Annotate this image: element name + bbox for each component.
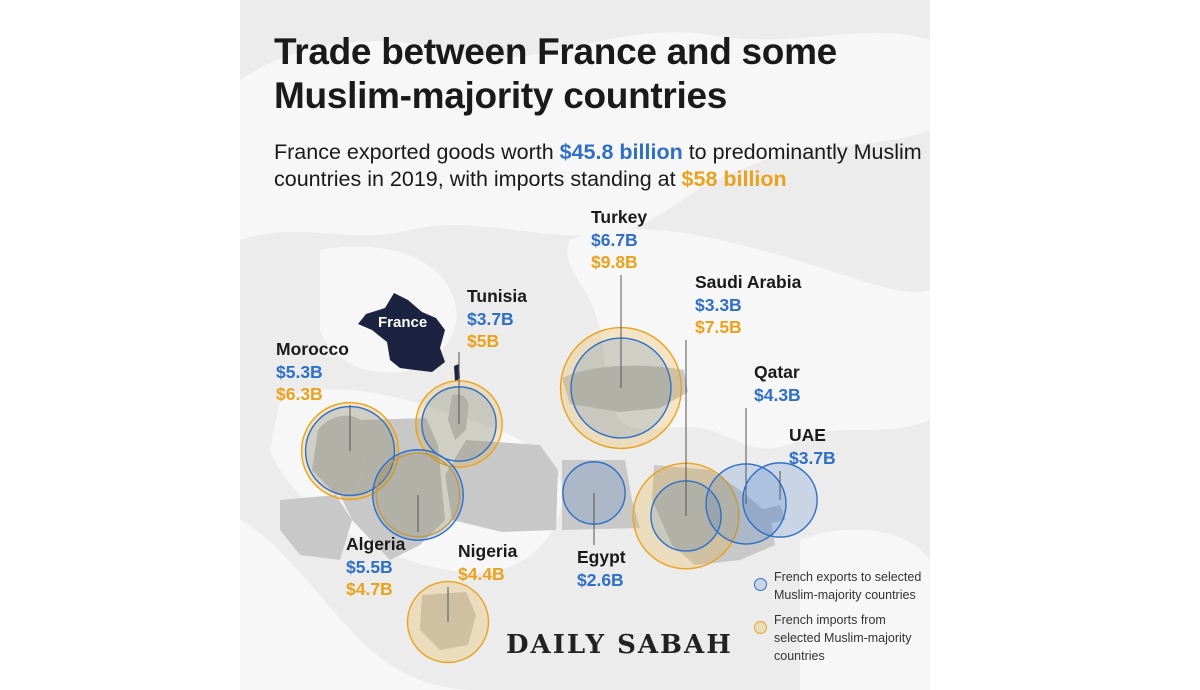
uae-label: UAE $3.7B xyxy=(789,423,836,469)
uae-shape xyxy=(750,505,786,525)
morocco-name: Morocco xyxy=(276,339,349,359)
turkey-label: Turkey $6.7B $9.8B xyxy=(591,205,647,273)
morocco-exports: $5.3B xyxy=(276,362,323,382)
algeria-imports: $4.7B xyxy=(346,579,393,599)
saudi-shape xyxy=(652,465,775,565)
morocco-shape xyxy=(312,415,366,495)
saudi-imports: $7.5B xyxy=(695,317,742,337)
legend-imports: French imports from selected Muslim-majo… xyxy=(752,611,927,665)
tunisia-label: Tunisia $3.7B $5B xyxy=(467,284,527,352)
saudi-label: Saudi Arabia $3.3B $7.5B xyxy=(695,270,801,338)
exports-total: $45.8 billion xyxy=(559,140,683,164)
turkey-imports: $9.8B xyxy=(591,252,638,272)
legend: French exports to selected Muslim-majori… xyxy=(752,568,927,672)
tunisia-name: Tunisia xyxy=(467,286,527,306)
qatar-label: Qatar $4.3B xyxy=(754,360,801,406)
uae-exports: $3.7B xyxy=(789,448,836,468)
turkey-exports: $6.7B xyxy=(591,230,638,250)
tunisia-exports: $3.7B xyxy=(467,309,514,329)
france-label: France xyxy=(378,314,428,331)
egypt-exports: $2.6B xyxy=(577,570,624,590)
infographic-panel: Trade between France and some Muslim-maj… xyxy=(240,0,930,690)
tunisia-imports: $5B xyxy=(467,331,500,351)
nigeria-label: Nigeria $4.4B xyxy=(458,539,517,585)
saudi-name: Saudi Arabia xyxy=(695,272,802,292)
subtitle-part1: France exported goods worth xyxy=(274,140,560,164)
algeria-label: Algeria $5.5B $4.7B xyxy=(346,532,405,600)
page-title: Trade between France and some Muslim-maj… xyxy=(274,31,837,116)
legend-imports-swatch xyxy=(754,621,767,634)
egypt-name: Egypt xyxy=(577,547,626,567)
france-shape xyxy=(358,293,445,372)
imports-total: $58 billion xyxy=(681,167,787,191)
egypt-label: Egypt $2.6B xyxy=(577,545,626,591)
legend-exports-text: French exports to selected Muslim-majori… xyxy=(774,570,922,602)
morocco-label: Morocco $5.3B $6.3B xyxy=(276,337,349,405)
turkey-shape xyxy=(562,365,688,412)
legend-exports: French exports to selected Muslim-majori… xyxy=(752,568,927,604)
uae-name: UAE xyxy=(789,425,826,445)
legend-imports-text: French imports from selected Muslim-majo… xyxy=(774,613,912,663)
brand-logo: DAILY SABAH xyxy=(506,630,733,660)
algeria-name: Algeria xyxy=(346,534,406,554)
westafrica-shape xyxy=(280,495,352,560)
saudi-exports: $3.3B xyxy=(695,295,742,315)
algeria-exports: $5.5B xyxy=(346,557,393,577)
nigeria-imports: $4.4B xyxy=(458,564,505,584)
tunisia-shape xyxy=(448,394,469,440)
qatar-exports: $4.3B xyxy=(754,385,801,405)
map xyxy=(240,32,930,690)
turkey-name: Turkey xyxy=(591,207,648,227)
nigeria-name: Nigeria xyxy=(458,541,518,561)
bubble-layer xyxy=(300,275,818,664)
legend-exports-swatch xyxy=(754,578,767,591)
subtitle: France exported goods worth $45.8 billio… xyxy=(274,139,924,193)
subtitle-part2: to predominantly Muslim countries in 201… xyxy=(274,140,922,191)
qatar-name: Qatar xyxy=(754,362,800,382)
libya-shape xyxy=(445,440,558,532)
morocco-imports: $6.3B xyxy=(276,384,323,404)
